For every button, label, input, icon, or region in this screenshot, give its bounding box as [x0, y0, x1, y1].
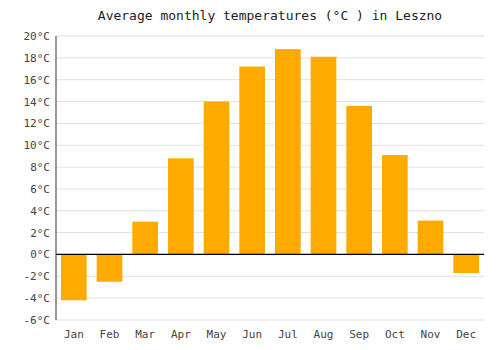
bar — [204, 102, 230, 255]
y-tick-label: -2°C — [24, 270, 51, 283]
x-tick-label: Nov — [421, 328, 441, 341]
y-axis-line — [56, 36, 57, 320]
y-tick-label: 6°C — [30, 183, 50, 196]
bar — [453, 254, 479, 273]
bar — [418, 221, 444, 255]
bar — [61, 254, 87, 300]
bar — [346, 106, 372, 255]
bars — [61, 49, 479, 300]
chart-title: Average monthly temperatures (°C ) in Le… — [98, 8, 442, 23]
x-tick-label: Jul — [278, 328, 298, 341]
grid-line — [56, 57, 484, 58]
bar — [382, 155, 408, 254]
bar — [275, 49, 301, 254]
chart-container: Average monthly temperatures (°C ) in Le… — [0, 0, 500, 350]
grid-line — [56, 79, 484, 80]
x-tick-label: Mar — [135, 328, 155, 341]
grid-line — [56, 167, 484, 168]
grid-line — [56, 145, 484, 146]
bar — [239, 67, 265, 255]
x-tick-label: Oct — [385, 328, 405, 341]
grid-line — [56, 101, 484, 102]
y-tick-label: 8°C — [30, 161, 50, 174]
x-tick-label: Apr — [171, 328, 191, 341]
y-tick-label: 4°C — [30, 205, 50, 218]
grid-line — [56, 188, 484, 189]
y-tick-label: 12°C — [24, 117, 51, 130]
grid-line — [56, 123, 484, 124]
y-axis-ticks: -6°C -4°C -2°C 0°C 2°C 4°C 6°C 8°C 10°C 12°C 14°C 1… — [24, 30, 51, 327]
y-tick-label: 18°C — [24, 52, 51, 65]
x-tick-label: Feb — [100, 328, 120, 341]
y-tick-label: 0°C — [30, 248, 50, 261]
x-tick-label: May — [207, 328, 227, 341]
x-tick-label: Jan — [64, 328, 84, 341]
bar — [132, 222, 158, 255]
x-tick-label: Jun — [242, 328, 262, 341]
bar — [168, 158, 194, 254]
zero-line — [56, 254, 484, 255]
page: {"chart_data": {"type": "bar", "title": … — [0, 0, 500, 350]
bar — [97, 254, 123, 281]
y-tick-label: -6°C — [24, 314, 51, 327]
grid — [56, 36, 484, 320]
grid-line — [56, 210, 484, 211]
y-tick-label: 20°C — [24, 30, 51, 43]
bar — [311, 57, 337, 255]
grid-line — [56, 320, 484, 321]
y-tick-label: 10°C — [24, 139, 51, 152]
chart-svg: Average monthly temperatures (°C ) in Le… — [0, 0, 500, 350]
grid-line — [56, 36, 484, 37]
x-tick-label: Dec — [456, 328, 476, 341]
x-axis-ticks: Jan Feb Mar Apr May Jun Jul Aug Sep Oct Nov Dec — [64, 328, 476, 341]
y-tick-label: 14°C — [24, 96, 51, 109]
grid-line — [56, 298, 484, 299]
grid-line — [56, 254, 484, 255]
y-tick-label: 2°C — [30, 227, 50, 240]
x-tick-label: Sep — [349, 328, 369, 341]
y-tick-label: 16°C — [24, 74, 51, 87]
y-tick-label: -4°C — [24, 292, 51, 305]
x-tick-label: Aug — [314, 328, 334, 341]
